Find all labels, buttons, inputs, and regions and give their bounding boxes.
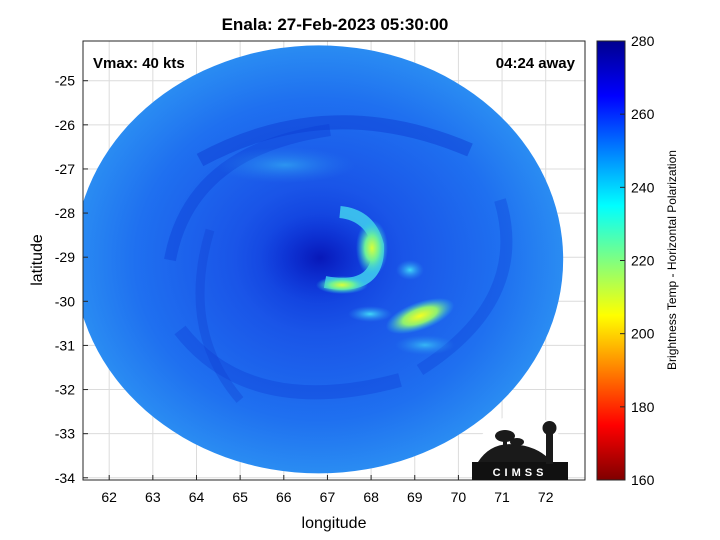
logo-hill [478,444,552,462]
plot-frame [82,40,586,481]
map-plot-area: 62 63 64 65 66 67 68 69 70 71 72 -25 -26 -27 -28 -29 -3… [55,40,586,505]
x-tick-label: 63 [145,489,161,505]
colorbar-tick-label: 180 [631,399,655,415]
warm-band [395,335,455,355]
y-tick-label: -29 [55,249,75,265]
figure-title: Enala: 27-Feb-2023 05:30:00 [222,15,449,34]
y-axis-label: latitude [29,234,46,286]
x-tick-label: 68 [363,489,379,505]
x-tick-label: 69 [407,489,423,505]
satellite-swath [83,45,564,474]
colorbar-ticks: 160 180 200 220 240 260 280 [620,33,655,488]
x-tick-label: 64 [189,489,205,505]
warm-band [356,220,388,276]
radar-dish-icon [495,430,515,442]
warm-band [215,147,355,183]
colorbar-tick-label: 260 [631,106,655,122]
radar-mast-icon [503,440,507,450]
rainband [196,115,473,167]
y-tick-label: -25 [55,73,75,89]
warm-band [385,297,455,335]
y-tick-label: -26 [55,117,75,133]
x-axis-ticks: 62 63 64 65 66 67 68 69 70 71 72 [101,475,554,505]
x-tick-label: 70 [451,489,467,505]
tower-icon [546,424,553,464]
y-tick-label: -27 [55,161,75,177]
logo-text: CIMSS [493,467,548,479]
radar-dish-icon [510,438,524,446]
y-tick-label: -30 [55,293,75,309]
logo-banner [472,462,568,480]
y-axis-ticks: -25 -26 -27 -28 -29 -30 -31 -32 -33 -34 [55,73,88,486]
warm-band [348,306,392,322]
time-away-label: 04:24 away [496,55,576,72]
y-tick-label: -33 [55,426,75,442]
x-tick-label: 62 [101,489,117,505]
x-axis-label: longitude [302,515,367,532]
x-tick-label: 66 [276,489,292,505]
colorbar: 160 180 200 220 240 260 280 Brightness Temp - … [596,33,679,488]
x-tick-label: 71 [494,489,510,505]
colorbar-tick-label: 280 [631,33,655,49]
colorbar-tick-label: 160 [631,472,655,488]
colorbar-tick-label: 240 [631,179,655,195]
tower-tank-icon [542,421,557,435]
colorbar-tick-label: 200 [631,326,655,342]
rainband [174,325,402,400]
y-tick-label: -34 [55,470,75,486]
rainband [195,228,244,403]
rainband [164,124,331,262]
warm-band [316,276,368,294]
colorbar-label: Brightness Temp - Horizontal Polarizatio… [665,150,679,370]
cimss-logo: CIMSS [472,413,568,480]
y-tick-label: -28 [55,205,75,221]
warm-band [396,260,424,280]
colorbar-tick-label: 220 [631,253,655,269]
x-tick-label: 65 [232,489,248,505]
vmax-label: Vmax: 40 kts [93,55,185,72]
x-tick-label: 72 [538,489,554,505]
x-tick-label: 67 [320,489,336,505]
y-tick-label: -31 [55,337,75,353]
y-tick-label: -32 [55,382,75,398]
